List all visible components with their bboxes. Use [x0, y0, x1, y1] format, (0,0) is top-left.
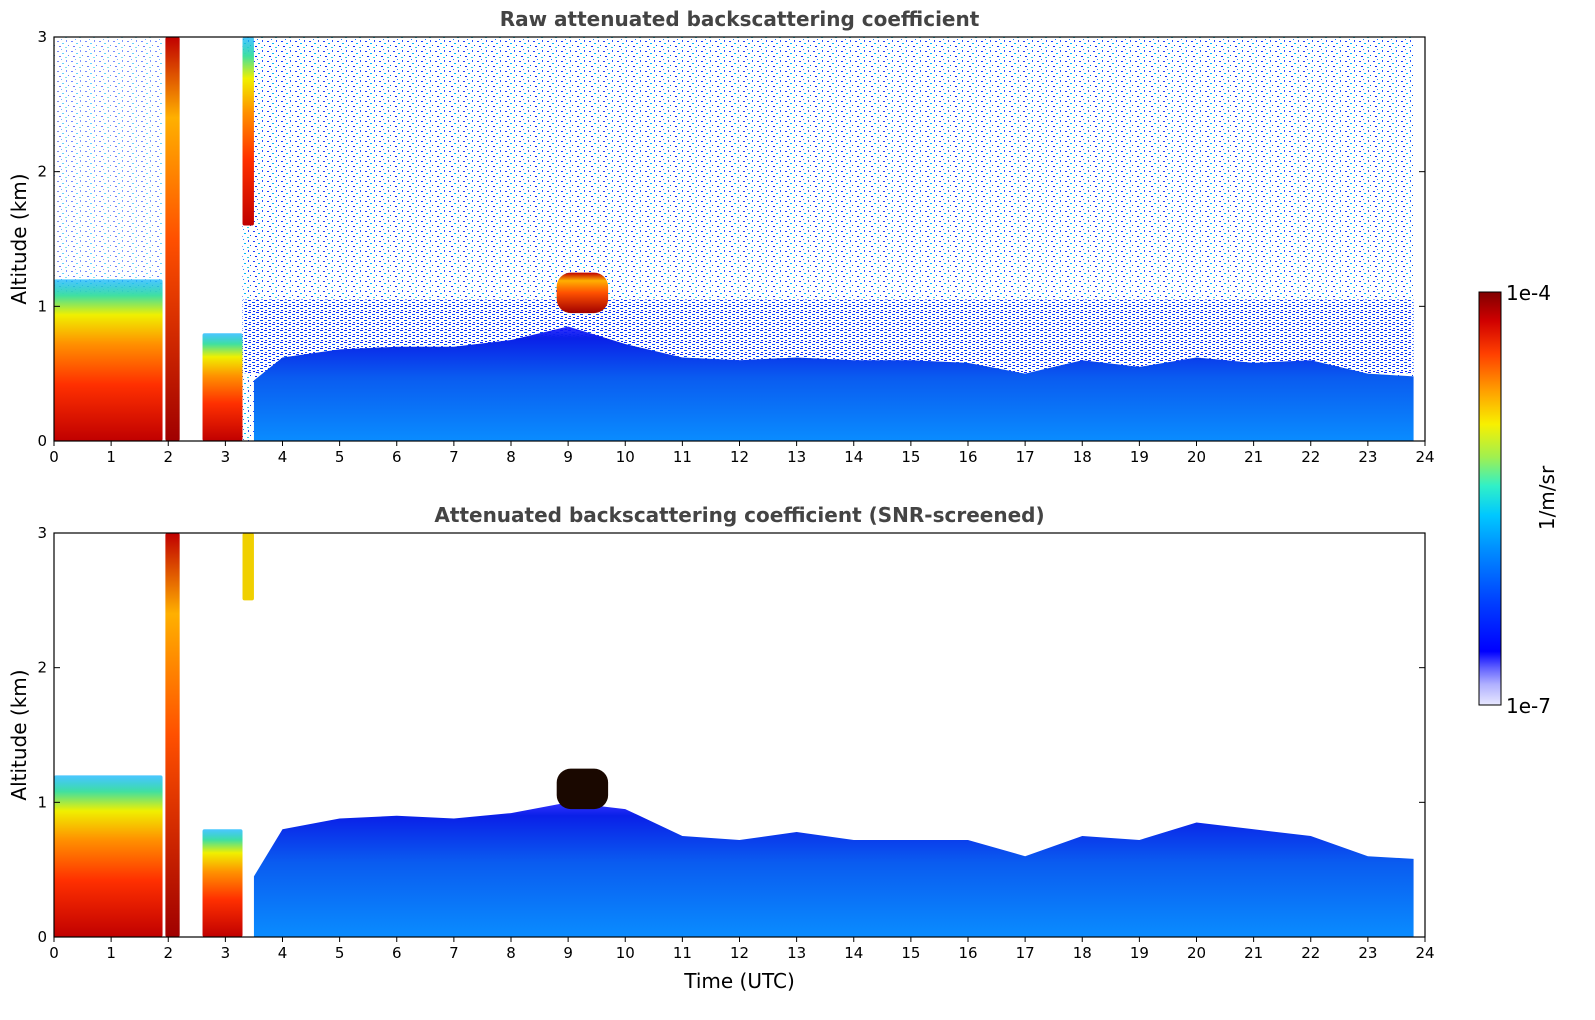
x-tick-label: 14 — [844, 448, 863, 466]
feature-3 — [202, 333, 243, 441]
x-tick-label: 15 — [901, 944, 920, 962]
x-tick-label: 3 — [221, 448, 231, 466]
feature-1 — [54, 775, 163, 937]
panel-title: Attenuated backscattering coefficient (S… — [434, 503, 1044, 527]
y-tick-label: 0 — [37, 432, 47, 450]
x-tick-label: 7 — [449, 448, 459, 466]
x-tick-label: 12 — [730, 448, 749, 466]
y-tick-label: 0 — [37, 928, 47, 946]
x-tick-label: 22 — [1301, 944, 1320, 962]
x-axis-label: Time (UTC) — [683, 969, 795, 993]
x-tick-label: 13 — [787, 944, 806, 962]
x-tick-label: 9 — [563, 944, 573, 962]
x-tick-label: 20 — [1187, 448, 1206, 466]
x-tick-label: 23 — [1358, 944, 1377, 962]
colorbar-unit-label: 1/m/sr — [1535, 465, 1559, 530]
panel-1: 0 1 2 3 4 5 6 7 8 9 10 11 12 13 14 15 16 17 18 19 20 21 22 23 24… — [7, 7, 1435, 466]
x-tick-label: 10 — [616, 944, 635, 962]
x-tick-label: 5 — [335, 944, 345, 962]
x-tick-label: 1 — [106, 448, 116, 466]
panel-title: Raw attenuated backscattering coefficien… — [500, 7, 980, 31]
x-tick-label: 22 — [1301, 448, 1320, 466]
x-tick-label: 18 — [1073, 944, 1092, 962]
x-tick-label: 2 — [163, 448, 173, 466]
feature-1 — [54, 279, 163, 441]
x-tick-label: 13 — [787, 448, 806, 466]
x-tick-label: 19 — [1130, 448, 1149, 466]
colorbar-gradient — [1478, 291, 1502, 706]
x-tick-label: 11 — [673, 944, 692, 962]
plot-area — [54, 37, 1425, 441]
x-tick-label: 7 — [449, 944, 459, 962]
x-tick-label: 24 — [1415, 944, 1434, 962]
x-tick-label: 24 — [1415, 448, 1434, 466]
feature-4 — [242, 37, 254, 226]
x-tick-label: 5 — [335, 448, 345, 466]
feature-3 — [202, 829, 243, 937]
colorbar: 1e-4 1e-7 1/m/sr — [1478, 281, 1559, 718]
x-tick-label: 10 — [616, 448, 635, 466]
x-tick-label: 15 — [901, 448, 920, 466]
x-tick-label: 17 — [1016, 944, 1035, 962]
y-axis-label: Altitude (km) — [7, 173, 31, 304]
boundary-layer — [253, 802, 1414, 937]
x-tick-label: 18 — [1073, 448, 1092, 466]
y-tick-label: 1 — [37, 793, 47, 811]
y-tick-label: 2 — [37, 659, 47, 677]
x-tick-label: 21 — [1244, 448, 1263, 466]
x-tick-label: 23 — [1358, 448, 1377, 466]
colorbar-min-label: 1e-7 — [1506, 694, 1551, 718]
boundary-layer — [253, 326, 1414, 441]
x-tick-label: 12 — [730, 944, 749, 962]
x-tick-label: 16 — [958, 944, 977, 962]
x-tick-label: 9 — [563, 448, 573, 466]
x-tick-label: 8 — [506, 944, 516, 962]
x-tick-label: 16 — [958, 448, 977, 466]
x-tick-label: 3 — [221, 944, 231, 962]
x-tick-label: 4 — [278, 448, 288, 466]
x-tick-label: 0 — [49, 448, 59, 466]
feature-5 — [556, 272, 609, 314]
x-tick-label: 20 — [1187, 944, 1206, 962]
y-tick-label: 3 — [37, 524, 47, 542]
x-tick-label: 6 — [392, 944, 402, 962]
x-tick-label: 2 — [163, 944, 173, 962]
feature-5 — [556, 768, 609, 810]
colorbar-max-label: 1e-4 — [1506, 281, 1551, 305]
plot-area — [54, 533, 1425, 937]
x-tick-label: 8 — [506, 448, 516, 466]
y-tick-label: 3 — [37, 28, 47, 46]
x-tick-label: 14 — [844, 944, 863, 962]
y-tick-label: 1 — [37, 297, 47, 315]
y-tick-label: 2 — [37, 163, 47, 181]
x-tick-label: 4 — [278, 944, 288, 962]
x-tick-label: 19 — [1130, 944, 1149, 962]
y-axis-label: Altitude (km) — [7, 669, 31, 800]
feature-2 — [165, 37, 180, 441]
x-tick-label: 0 — [49, 944, 59, 962]
feature-2 — [165, 533, 180, 937]
panel-2: 0 1 2 3 4 5 6 7 8 9 10 11 12 13 14 15 16 17 18 19 20 21 22 23 24… — [7, 503, 1435, 993]
x-tick-label: 6 — [392, 448, 402, 466]
feature-4 — [242, 533, 254, 601]
x-tick-label: 11 — [673, 448, 692, 466]
x-tick-label: 21 — [1244, 944, 1263, 962]
x-tick-label: 1 — [106, 944, 116, 962]
x-tick-label: 17 — [1016, 448, 1035, 466]
